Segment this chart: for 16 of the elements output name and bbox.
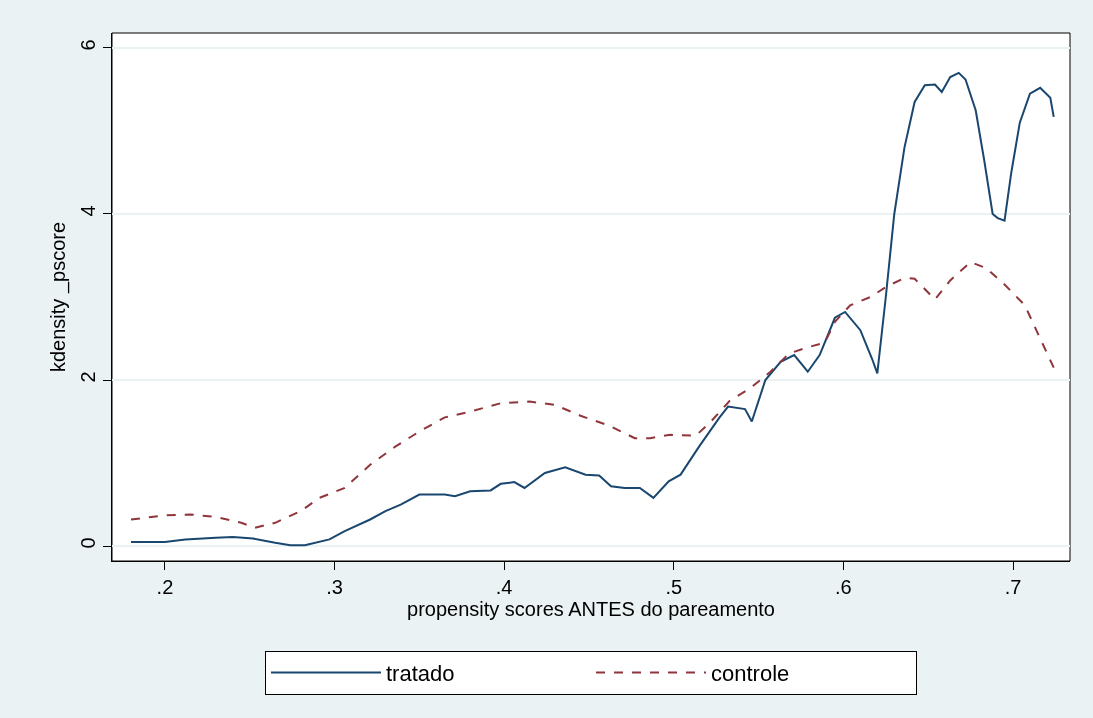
line-series <box>130 261 1055 529</box>
x-tick-label: .5 <box>665 576 683 598</box>
y-tick-label: 0 <box>77 537 99 549</box>
x-tick-label: .2 <box>156 576 174 598</box>
x-tick-label: .3 <box>326 576 343 598</box>
x-tick-label: .7 <box>1004 576 1022 598</box>
line-series <box>130 71 1055 547</box>
y-tick-label: 2 <box>77 371 99 383</box>
legend-label: controle <box>711 661 790 687</box>
x-axis-title: propensity scores ANTES do pareamento <box>407 598 775 620</box>
legend-label: tratado <box>386 661 455 687</box>
y-tick-label: 6 <box>77 39 99 51</box>
x-tick-label: .4 <box>495 576 513 598</box>
y-tick-label: 4 <box>77 205 99 217</box>
y-axis-title: kdensity _pscore <box>46 221 70 373</box>
x-tick-label: .6 <box>835 576 852 598</box>
